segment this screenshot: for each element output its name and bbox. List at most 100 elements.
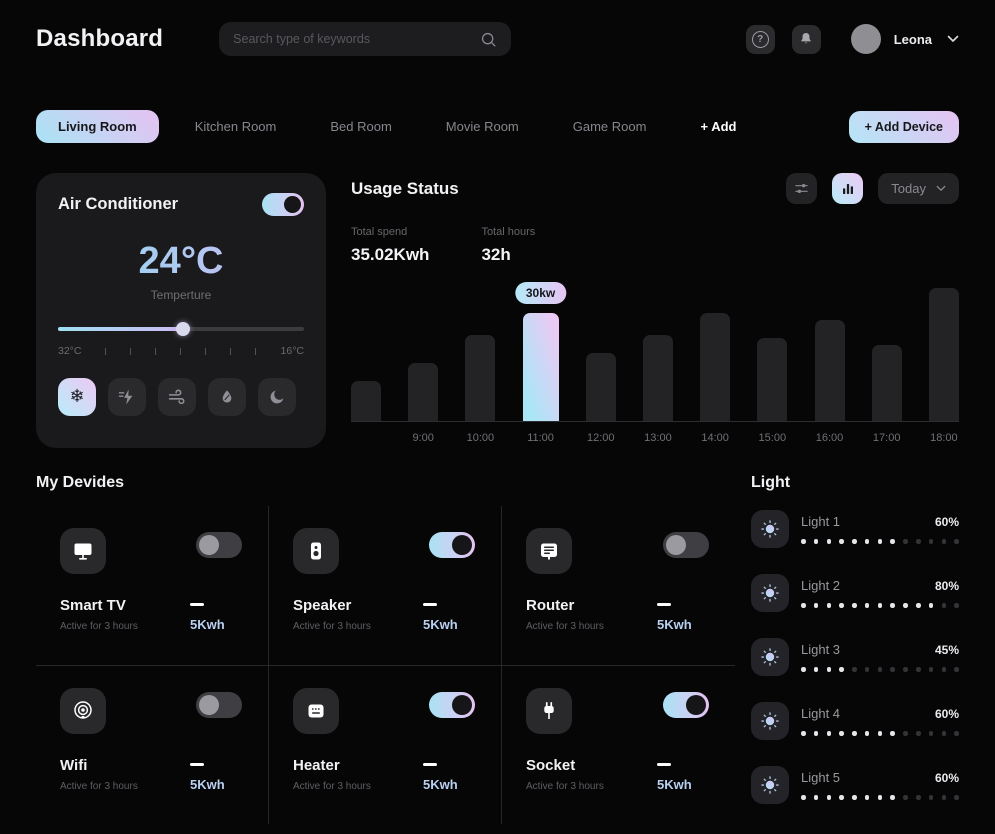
top-bar: Dashboard ? Leona [0,0,995,56]
toggle-knob [199,535,219,555]
chart-view-button[interactable] [832,173,864,204]
brightness-dot [877,731,883,736]
router-icon [526,528,572,574]
device-usage: 5Kwh [190,616,225,632]
device-status: Active for 3 hours [526,621,604,632]
brightness-dot [877,795,883,800]
speaker-toggle[interactable] [429,532,475,558]
mode-fan-button[interactable] [158,378,196,416]
socket-toggle[interactable] [663,692,709,718]
brightness-dot [877,603,883,608]
toggle-knob [452,535,472,555]
brightness-dot [877,667,883,672]
chart-bar-column [871,345,902,421]
speaker-icon [293,528,339,574]
chart-bar-highlighted [522,313,559,421]
brightness-dots[interactable] [801,603,959,608]
period-value: Today [891,181,926,196]
toggle-knob [666,535,686,555]
search-input[interactable] [233,32,481,46]
header-actions: ? Leona [745,24,959,54]
light-percent: 45% [934,642,959,657]
chevron-down-icon[interactable] [947,35,959,43]
chart-bar [757,338,788,421]
brightness-dots[interactable] [801,667,959,672]
scale-min-label: 32°C [58,345,82,357]
brightness-dot [916,603,921,608]
device-usage: 5Kwh [190,776,225,792]
brightness-dot [928,539,934,544]
avatar[interactable] [850,24,881,54]
period-dropdown[interactable]: Today [878,173,959,204]
chart-bar-column [642,335,673,421]
brightness-dot [890,731,895,736]
brightness-dot [826,795,832,800]
search-bar[interactable] [219,22,512,56]
mode-dry-button[interactable] [208,378,246,416]
brightness-dot [864,795,870,800]
brightness-dot [941,539,947,544]
device-usage: 5Kwh [423,776,458,792]
wifi-toggle[interactable] [196,692,242,718]
brightness-dot [890,539,895,544]
bell-icon [801,33,811,44]
chart-x-label: 11:00 [527,432,554,444]
temperature-slider[interactable] [58,322,304,336]
slider-thumb[interactable] [176,322,191,336]
scale-tick [205,347,207,355]
room-tabs: Living Room Kitchen Room Bed Room Movie … [0,110,995,143]
chart-x-label: 15:00 [758,432,787,444]
add-room-button[interactable]: + Add [700,119,737,134]
heater-toggle[interactable] [429,692,475,718]
plug-icon [526,688,572,734]
chart-x-label: 13:00 [644,432,672,444]
brightness-dots[interactable] [801,795,959,800]
usage-bar-chart: 30kw 9:00 10:00 11:00 12:00 13:00 14:00 15:00 1… [351,279,959,444]
ac-power-toggle[interactable] [262,193,304,216]
router-toggle[interactable] [663,532,709,558]
tab-movie-room[interactable]: Movie Room [445,119,519,134]
brightness-dot [852,795,857,800]
brightness-dot [890,603,895,608]
help-icon: ? [751,30,769,48]
add-device-button[interactable]: + Add Device [848,110,959,143]
brightness-dots[interactable] [801,731,959,736]
device-card-heater: Heater Active for 3 hours 5Kwh [269,666,502,824]
chart-bar-column [465,335,496,421]
brightness-dot [903,795,908,800]
total-hours-label: Total hours [481,226,536,238]
filter-button[interactable] [786,173,818,204]
light-percent: 60% [934,706,959,721]
chart-bar-column [351,381,381,421]
tab-game-room[interactable]: Game Room [572,119,647,134]
tab-living-room[interactable]: Living Room [36,110,159,143]
device-card-router: Router Active for 3 hours 5Kwh [502,506,735,666]
notifications-button[interactable] [791,24,821,54]
device-name: Wifi [60,757,88,774]
wifi-icon [60,688,106,734]
chart-x-label: 16:00 [815,432,844,444]
light-label: Light 2 [801,578,841,594]
chart-bar-column [408,363,439,421]
brightness-dot [928,795,934,800]
mode-night-button[interactable] [258,378,296,416]
brightness-dots[interactable] [801,539,959,544]
brightness-dot [852,667,857,672]
mode-flash-button[interactable] [108,378,146,416]
bar-chart-icon [842,183,853,194]
chart-x-label: 9:00 [412,432,434,444]
brightness-dot [890,667,895,672]
total-hours-value: 32h [481,245,511,264]
chart-bar [928,288,959,421]
heater-icon [293,688,339,734]
brightness-dot [928,731,934,736]
ac-title: Air Conditioner [58,195,179,213]
tab-kitchen-room[interactable]: Kitchen Room [194,119,277,134]
help-button[interactable]: ? [745,24,775,54]
light-section: Light Light 1 60% Light 2 80% Light 3 45% Ligh… [751,474,959,824]
smart-tv-toggle[interactable] [196,532,242,558]
chart-bar [465,335,496,421]
chart-bar [814,320,845,421]
mode-cool-button[interactable]: ❄ [58,378,96,416]
tab-bed-room[interactable]: Bed Room [330,119,392,134]
